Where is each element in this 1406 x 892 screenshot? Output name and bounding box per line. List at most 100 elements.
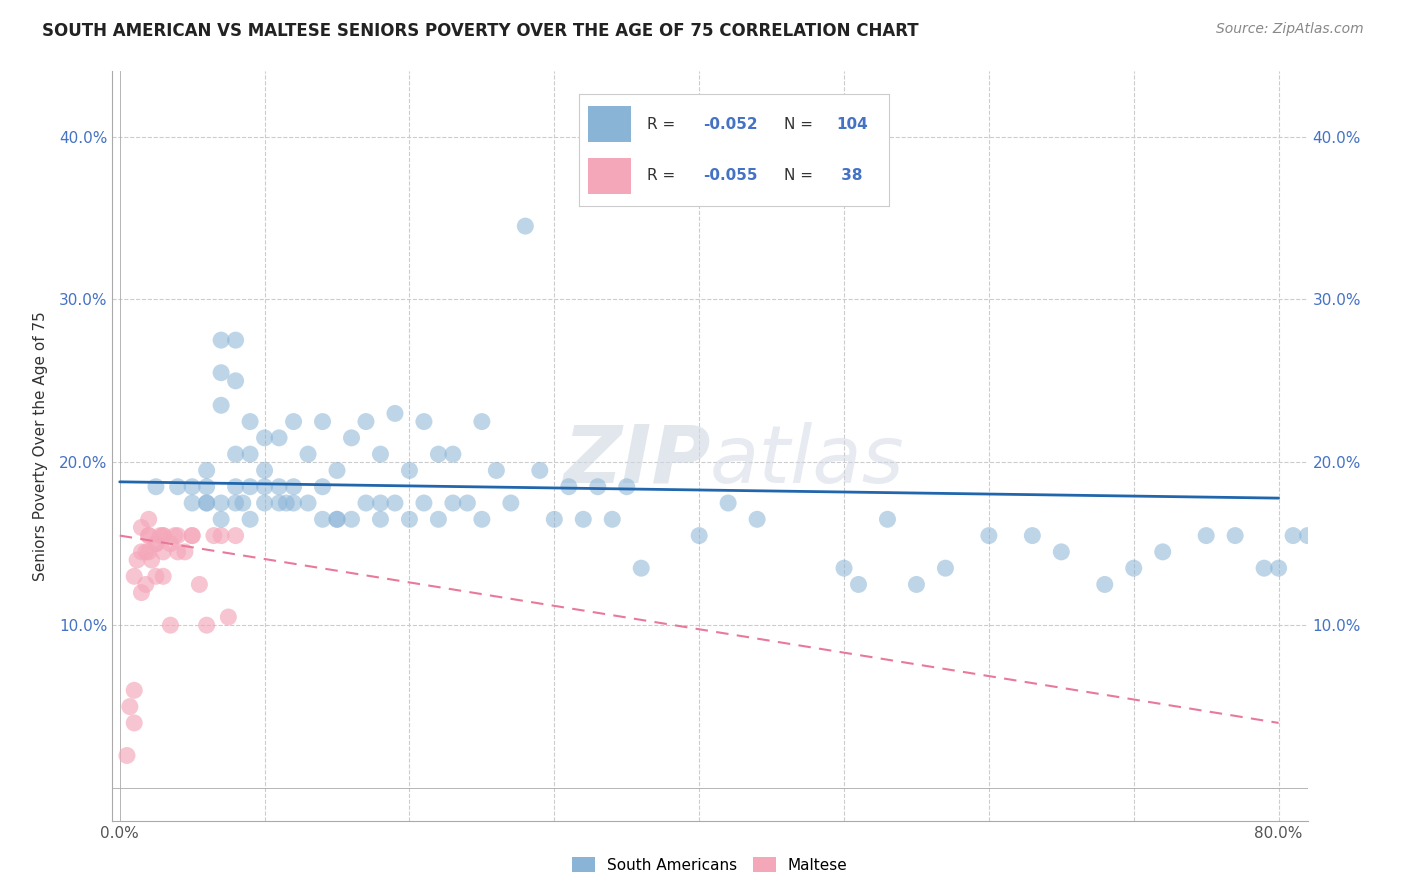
- Point: [1340, 528, 1362, 542]
- Point: [471, 512, 494, 526]
- Point: [267, 431, 290, 445]
- Point: [181, 528, 204, 542]
- Point: [145, 537, 167, 551]
- Point: [1050, 545, 1073, 559]
- Point: [174, 545, 197, 559]
- Point: [166, 528, 188, 542]
- Point: [340, 431, 363, 445]
- Point: [600, 512, 623, 526]
- Point: [209, 512, 232, 526]
- Point: [1152, 545, 1174, 559]
- Point: [529, 463, 551, 477]
- Text: ZIP: ZIP: [562, 422, 710, 500]
- Point: [427, 512, 450, 526]
- Point: [630, 561, 652, 575]
- Point: [398, 463, 420, 477]
- Point: [225, 447, 247, 461]
- Point: [145, 569, 167, 583]
- Point: [297, 496, 319, 510]
- Point: [195, 480, 218, 494]
- Point: [354, 415, 377, 429]
- Point: [1253, 561, 1275, 575]
- Point: [1384, 561, 1406, 575]
- Point: [340, 512, 363, 526]
- Point: [232, 496, 254, 510]
- Point: [145, 537, 167, 551]
- Point: [159, 618, 181, 632]
- Point: [485, 463, 508, 477]
- Y-axis label: Seniors Poverty Over the Age of 75: Seniors Poverty Over the Age of 75: [32, 311, 48, 581]
- Point: [326, 512, 349, 526]
- Point: [225, 496, 247, 510]
- Point: [413, 496, 436, 510]
- Text: atlas: atlas: [710, 422, 905, 500]
- Point: [1326, 561, 1348, 575]
- Point: [499, 496, 522, 510]
- Point: [1282, 528, 1305, 542]
- Point: [138, 545, 160, 559]
- Point: [195, 496, 218, 510]
- Point: [370, 447, 392, 461]
- Point: [543, 512, 565, 526]
- Point: [195, 463, 218, 477]
- Point: [848, 577, 870, 591]
- Point: [145, 480, 167, 494]
- Text: Source: ZipAtlas.com: Source: ZipAtlas.com: [1216, 22, 1364, 37]
- Point: [225, 480, 247, 494]
- Point: [225, 374, 247, 388]
- Point: [1223, 528, 1246, 542]
- Point: [1094, 577, 1116, 591]
- Point: [188, 577, 211, 591]
- Point: [131, 585, 153, 599]
- Point: [152, 545, 174, 559]
- Point: [586, 480, 609, 494]
- Point: [253, 480, 276, 494]
- Point: [253, 463, 276, 477]
- Point: [413, 415, 436, 429]
- Point: [239, 415, 262, 429]
- Point: [745, 512, 768, 526]
- Point: [141, 553, 163, 567]
- Point: [131, 520, 153, 534]
- Point: [135, 545, 157, 559]
- Point: [934, 561, 956, 575]
- Point: [225, 528, 247, 542]
- Point: [441, 447, 464, 461]
- Point: [1369, 545, 1392, 559]
- Point: [441, 496, 464, 510]
- Point: [225, 333, 247, 347]
- Point: [209, 333, 232, 347]
- Point: [209, 398, 232, 412]
- Point: [1195, 528, 1218, 542]
- Point: [122, 569, 145, 583]
- Point: [1122, 561, 1144, 575]
- Point: [311, 415, 333, 429]
- Point: [239, 480, 262, 494]
- Text: SOUTH AMERICAN VS MALTESE SENIORS POVERTY OVER THE AGE OF 75 CORRELATION CHART: SOUTH AMERICAN VS MALTESE SENIORS POVERT…: [42, 22, 918, 40]
- Point: [166, 480, 188, 494]
- Point: [163, 528, 186, 542]
- Point: [1398, 545, 1406, 559]
- Point: [267, 480, 290, 494]
- Point: [267, 496, 290, 510]
- Point: [209, 528, 232, 542]
- Point: [159, 537, 181, 551]
- Point: [311, 480, 333, 494]
- Point: [209, 496, 232, 510]
- Point: [181, 496, 204, 510]
- Point: [152, 528, 174, 542]
- Point: [384, 496, 406, 510]
- Point: [311, 512, 333, 526]
- Point: [115, 748, 138, 763]
- Point: [152, 569, 174, 583]
- Point: [138, 512, 160, 526]
- Point: [1267, 561, 1289, 575]
- Point: [354, 496, 377, 510]
- Point: [122, 683, 145, 698]
- Point: [905, 577, 928, 591]
- Point: [195, 496, 218, 510]
- Point: [181, 528, 204, 542]
- Point: [515, 219, 537, 233]
- Point: [876, 512, 898, 526]
- Point: [1310, 545, 1333, 559]
